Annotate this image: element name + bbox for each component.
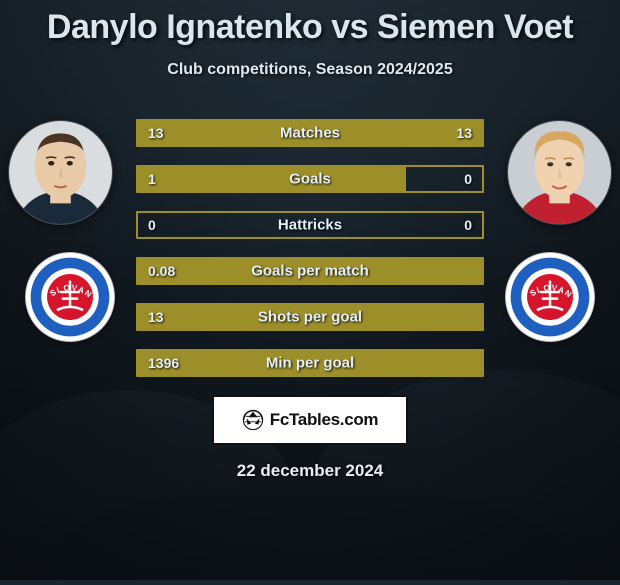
stat-label: Shots per goal <box>258 309 362 326</box>
stat-value-left: 13 <box>148 309 164 325</box>
club-badge-right: SLOVAN <box>505 252 595 342</box>
page-title: Danylo Ignatenko vs Siemen Voet <box>47 8 573 47</box>
stat-value-right: 0 <box>464 171 472 187</box>
stat-label: Goals per match <box>251 263 369 280</box>
stat-value-left: 13 <box>148 125 164 141</box>
stat-row: 13 Matches 13 <box>136 119 484 147</box>
stat-bars-container: 13 Matches 13 1 Goals 0 0 Hattricks 0 0.08 Goals p… <box>136 119 484 377</box>
stat-row: 1396 Min per goal <box>136 349 484 377</box>
player-right-photo <box>507 120 612 225</box>
stat-value-right: 0 <box>464 217 472 233</box>
stat-label: Matches <box>280 125 340 142</box>
stats-area: SLOVAN SLOVAN 13 Matches 13 1 Goals 0 0 Hattric… <box>0 119 620 377</box>
stat-row: 0.08 Goals per match <box>136 257 484 285</box>
stat-value-left: 0 <box>148 217 156 233</box>
fctables-logo-icon <box>242 409 264 431</box>
fctables-badge: FcTables.com <box>212 395 408 445</box>
stat-value-right: 13 <box>456 125 472 141</box>
stat-value-left: 1 <box>148 171 156 187</box>
stat-value-left: 1396 <box>148 355 179 371</box>
player-left-photo <box>8 120 113 225</box>
stat-row: 0 Hattricks 0 <box>136 211 484 239</box>
fctables-brand-text: FcTables.com <box>270 410 379 430</box>
stat-label: Min per goal <box>266 355 354 372</box>
stat-row: 13 Shots per goal <box>136 303 484 331</box>
stat-row: 1 Goals 0 <box>136 165 484 193</box>
date-text: 22 december 2024 <box>237 461 384 481</box>
stat-value-left: 0.08 <box>148 263 175 279</box>
season-subtitle: Club competitions, Season 2024/2025 <box>167 61 452 79</box>
stat-label: Hattricks <box>278 217 342 234</box>
stat-label: Goals <box>289 171 331 188</box>
fill-left <box>138 167 406 191</box>
club-badge-left: SLOVAN <box>25 252 115 342</box>
